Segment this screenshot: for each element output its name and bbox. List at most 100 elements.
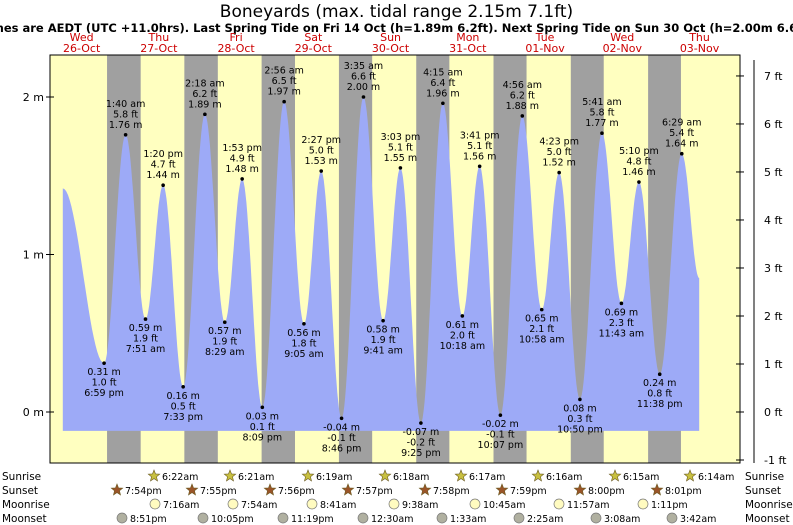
chart-subtitle: Times are AEDT (UTC +11.0hrs). Last Spri… bbox=[0, 21, 793, 35]
tide-extremum-label: 0.08 m bbox=[563, 403, 596, 414]
tide-extremum-label: 0.61 m bbox=[446, 320, 479, 331]
tide-extremum-marker bbox=[143, 317, 148, 321]
tide-extremum-label: 6:59 pm bbox=[84, 388, 124, 399]
sunrise-time: 6:18am bbox=[393, 472, 429, 483]
tide-extremum-marker bbox=[203, 112, 207, 117]
tide-extremum-label: 4:23 pm bbox=[539, 137, 579, 148]
tide-extremum-label: 0.24 m bbox=[643, 378, 676, 389]
moonrise-icon bbox=[553, 498, 565, 510]
plot-frame bbox=[49, 54, 741, 464]
sunset-icon bbox=[110, 483, 124, 496]
tide-extremum-marker bbox=[539, 307, 544, 312]
tide-extremum-label: 8:09 pm bbox=[243, 432, 283, 443]
tide-extremum-label: 1.76 m bbox=[109, 120, 142, 131]
tide-extremum-label: 0.69 m bbox=[605, 307, 638, 318]
day-date-label: 01-Nov bbox=[525, 42, 565, 55]
tide-extremum-marker bbox=[240, 177, 244, 181]
tide-extremum-marker bbox=[600, 131, 604, 136]
tide-extremum-label: 0.16 m bbox=[166, 391, 199, 402]
tide-extremum-label: 10:07 pm bbox=[478, 440, 524, 451]
tide-extremum-label: 2:18 am bbox=[185, 78, 224, 89]
sunset-time: 7:58pm bbox=[433, 486, 470, 497]
tide-extremum-label: 10:50 pm bbox=[557, 424, 603, 435]
tide-extremum-label: -0.02 m bbox=[482, 419, 519, 430]
tide-extremum-marker bbox=[460, 314, 465, 318]
moonset-icon bbox=[666, 512, 678, 524]
tide-extremum-label: 1.96 m bbox=[426, 88, 459, 99]
y-tick-label-ft: 3 ft bbox=[764, 262, 783, 275]
tide-extremum-label: -0.07 m bbox=[402, 427, 439, 438]
day-name-label: Wed bbox=[610, 31, 634, 44]
tide-extremum-label: 0.31 m bbox=[87, 367, 120, 378]
tide-extremum-label: 1.46 m bbox=[622, 167, 655, 178]
tide-extremum-label: 1.88 m bbox=[506, 101, 539, 112]
day-name-label: Sat bbox=[304, 31, 323, 44]
sunset-time: 7:57pm bbox=[356, 486, 393, 497]
moonset-time: 1:33am bbox=[450, 514, 486, 525]
tide-extremum-label: 2:27 pm bbox=[301, 135, 341, 146]
sunrise-time: 6:15am bbox=[623, 472, 659, 483]
tide-extremum-marker bbox=[657, 372, 662, 377]
sunrise-time: 6:21am bbox=[238, 472, 274, 483]
tide-extremum-label: 4.7 ft bbox=[151, 160, 176, 171]
event-row-label-right: Moonrise bbox=[745, 499, 793, 511]
sun-moon-events: Sunrise Sunrise Sunset Sunset Moonrise Moonri… bbox=[2, 469, 793, 525]
tide-extremum-label: 6.2 ft bbox=[192, 89, 217, 100]
tide-extremum-label: 11:38 pm bbox=[637, 399, 683, 410]
tide-extremum-label: 7:51 am bbox=[126, 344, 165, 355]
sunrise-icon bbox=[454, 469, 468, 482]
event-row-label-left: Moonset bbox=[2, 513, 47, 525]
event-row-label-right: Sunrise bbox=[745, 471, 784, 483]
day-date-label: 02-Nov bbox=[603, 42, 643, 55]
tide-extremum-label: 0.03 m bbox=[246, 411, 279, 422]
moonset-icon bbox=[513, 512, 525, 524]
day-date-label: 28-Oct bbox=[217, 42, 255, 55]
sunrise-time: 6:14am bbox=[698, 472, 734, 483]
tide-extremum-label: 9:25 pm bbox=[401, 448, 441, 459]
tide-extremum-marker bbox=[619, 301, 624, 306]
moonrise-time: 9:38am bbox=[402, 500, 438, 511]
tide-extremum-label: 1.9 ft bbox=[212, 337, 237, 348]
tide-extremum-label: 4.8 ft bbox=[626, 157, 651, 168]
tide-extremum-label: 10:58 am bbox=[519, 335, 564, 346]
sunset-time: 7:56pm bbox=[278, 486, 315, 497]
tide-extremum-marker bbox=[441, 101, 445, 106]
day-date-label: 26-Oct bbox=[63, 42, 101, 55]
sunset-icon bbox=[418, 483, 432, 496]
moonrise-time: 11:57am bbox=[567, 500, 609, 511]
sunset-time: 7:54pm bbox=[125, 486, 162, 497]
sunrise-time: 6:19am bbox=[316, 472, 352, 483]
tide-extremum-label: 4:56 am bbox=[503, 80, 542, 91]
y-tick-label-m: 2 m bbox=[23, 91, 44, 104]
day-name-label: Sun bbox=[380, 31, 401, 44]
day-name-label: Fri bbox=[230, 31, 243, 44]
tide-extremum-marker bbox=[520, 114, 525, 118]
tide-extremum-label: -0.04 m bbox=[323, 422, 360, 433]
moonrise-time: 1:11pm bbox=[651, 500, 688, 511]
day-name-label: Thu bbox=[148, 31, 170, 44]
event-row-label-right: Sunset bbox=[745, 485, 781, 497]
tide-extremum-label: 6.4 ft bbox=[430, 78, 455, 89]
tide-extremum-label: 3:03 pm bbox=[381, 132, 421, 143]
sunrise-icon bbox=[301, 469, 315, 482]
sunset-icon bbox=[185, 483, 199, 496]
tide-extremum-marker bbox=[679, 151, 684, 156]
tide-extremum-label: 10:18 am bbox=[440, 341, 485, 352]
tide-extremum-label: 3:41 pm bbox=[460, 130, 500, 141]
sunrise-icon bbox=[378, 469, 392, 482]
day-date-label: 31-Oct bbox=[449, 42, 487, 55]
moonset-icon bbox=[277, 512, 289, 524]
sunrise-icon bbox=[608, 469, 622, 482]
y-tick-label-ft: 1 ft bbox=[764, 358, 783, 371]
tide-extremum-label: 0.3 ft bbox=[567, 414, 592, 425]
tide-extremum-label: 9:05 am bbox=[284, 349, 323, 360]
day-date-label: 29-Oct bbox=[295, 42, 333, 55]
tide-area-layer bbox=[62, 97, 700, 431]
tide-extremum-marker bbox=[477, 164, 482, 169]
moonrise-icon bbox=[227, 498, 239, 510]
tide-extremum-label: 0.5 ft bbox=[171, 401, 196, 412]
tide-extremum-label: -0.2 ft bbox=[407, 438, 436, 449]
moonrise-time: 7:54am bbox=[241, 500, 277, 511]
event-row-label-left: Sunset bbox=[2, 485, 38, 497]
tide-extremum-label: 9:41 am bbox=[363, 346, 402, 357]
